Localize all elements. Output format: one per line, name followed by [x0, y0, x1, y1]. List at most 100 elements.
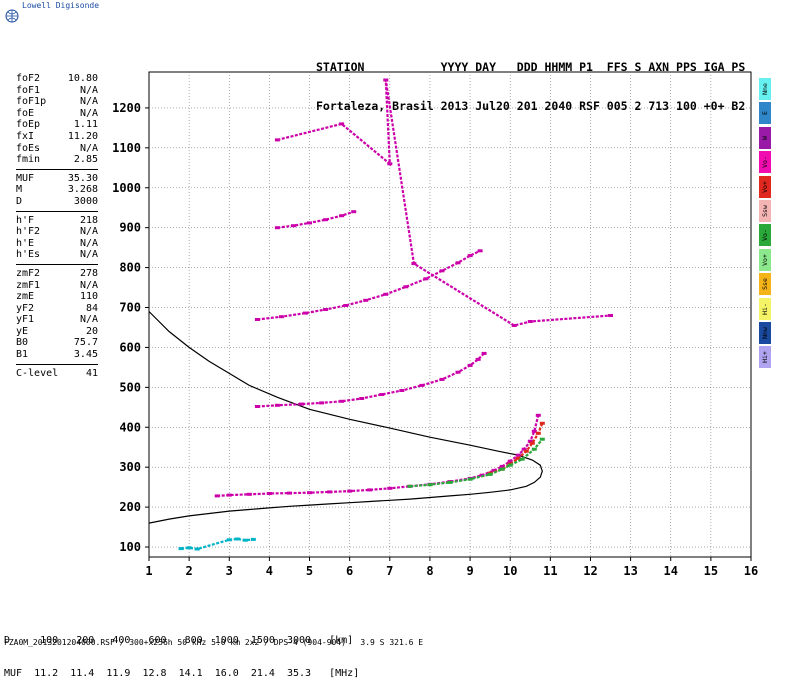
- parameter-value: 84: [85, 302, 98, 314]
- legend-swatch: E: [759, 102, 771, 125]
- echo-point: [467, 254, 473, 258]
- echo-point: [419, 383, 425, 387]
- parameter-row: D 3000: [16, 196, 98, 208]
- echo-point: [299, 402, 304, 406]
- echo-point: [499, 467, 505, 471]
- parameter-value: 1.11: [73, 119, 98, 131]
- parameter-row: foF2 10.80: [16, 73, 98, 85]
- parameter-value: 75.7: [73, 337, 98, 349]
- legend-label: Ssw: [761, 205, 769, 217]
- parameter-label: fxI: [16, 130, 35, 142]
- parameter-value: 2.85: [73, 154, 98, 166]
- ionogram-chart: 1 2 3 4 5 6 7 8 9 10 11 12 13 14 15 1610020030040050060…: [112, 71, 758, 578]
- legend-label: Sse: [761, 278, 769, 290]
- parameter-value: N/A: [79, 226, 98, 238]
- parameter-value: 3.268: [67, 184, 98, 196]
- legend-swatch: Sse: [759, 273, 771, 296]
- x-tick-label: 10: [503, 564, 517, 578]
- parameter-label: h'F2: [16, 226, 41, 238]
- echo-point: [447, 480, 453, 484]
- echo-point: [423, 277, 429, 281]
- parameter-row: foF1p N/A: [16, 96, 98, 108]
- parameter-row: M 3.268: [16, 184, 98, 196]
- legend-label: Vo-: [761, 156, 769, 169]
- parameter-row: B1 3.45: [16, 349, 98, 361]
- legend-swatch: Hi-: [759, 297, 771, 320]
- parameter-value: 41: [85, 367, 98, 379]
- parameter-value: 35.30: [67, 172, 98, 184]
- echo-trace: [180, 537, 254, 551]
- echo-point: [186, 546, 192, 550]
- parameter-label: foF1: [16, 84, 41, 96]
- echo-point: [403, 285, 409, 289]
- y-tick-label: 300: [119, 460, 141, 474]
- x-tick-label: 2: [186, 564, 193, 578]
- ionospheric-parameters-panel: foF2 10.80 foF1 N/A foF1p N/A foE N/A foEp 1.11 fx…: [16, 73, 98, 379]
- parameter-value: 3.45: [73, 349, 98, 361]
- parameter-label: yF1: [16, 314, 35, 326]
- parameter-row: B0 75.7: [16, 337, 98, 349]
- parameter-row: foE N/A: [16, 108, 98, 120]
- parameter-label: yE: [16, 325, 29, 337]
- brand-label: Lowell Digisonde: [22, 1, 100, 10]
- x-tick-label: 16: [744, 564, 758, 578]
- electron-density-profile-curve: [148, 311, 543, 524]
- echo-point: [511, 324, 517, 327]
- y-tick-label: 200: [119, 500, 141, 514]
- legend-swatch: Vo-: [759, 151, 771, 174]
- station-header: STATION YYYY DAY DDD HHMM P1 FFS S AXN P…: [316, 35, 745, 126]
- legend-label: Vo-: [761, 229, 769, 242]
- parameter-label: B1: [16, 349, 29, 361]
- parameter-label: B0: [16, 337, 29, 349]
- echo-point: [379, 393, 385, 396]
- parameter-row: h'F2 N/A: [16, 226, 98, 238]
- parameter-label: M: [16, 184, 23, 196]
- y-tick-label: 500: [119, 380, 141, 394]
- parameter-label: foF1p: [16, 96, 47, 108]
- legend-label: Nne: [761, 83, 769, 95]
- parameter-label: foF2: [16, 73, 41, 84]
- parameter-value: N/A: [79, 107, 98, 119]
- parameter-label: zmF2: [16, 267, 41, 279]
- x-tick-label: 7: [386, 564, 393, 578]
- parameter-label: h'Es: [16, 249, 41, 261]
- echo-point: [539, 421, 545, 425]
- x-tick-label: 13: [623, 564, 637, 578]
- header-values: Fortaleza, Brasil 2013 Jul20 201 2040 RS…: [316, 99, 746, 113]
- y-tick-label: 800: [119, 261, 141, 275]
- legend-swatch: Vo+: [759, 248, 771, 271]
- parameter-row: C-level 41: [16, 368, 98, 380]
- echo-point: [226, 493, 232, 497]
- echo-point: [339, 122, 345, 126]
- parameter-row: yF1 N/A: [16, 314, 98, 326]
- parameter-value: 10.80: [67, 73, 98, 84]
- legend-label: E: [761, 111, 769, 116]
- file-info-footer: FZA0M_2013201204000.RSF / 300+x256h 50 k…: [4, 638, 424, 647]
- echo-point: [323, 218, 329, 222]
- legend-label: Vo+: [761, 180, 769, 193]
- echo-point: [531, 429, 537, 433]
- parameter-row: fmin 2.85: [16, 154, 98, 166]
- parameter-value: 11.20: [67, 130, 98, 142]
- echo-point: [303, 311, 308, 315]
- parameter-separator: [16, 168, 98, 170]
- x-tick-label: 8: [426, 564, 433, 578]
- legend-panel: Nne E W Vo- Vo+ Ssw Vo- Vo+ Sse Hi- Nnw Hi+: [759, 78, 771, 371]
- parameter-label: zmF1: [16, 279, 41, 291]
- parameter-row: h'Es N/A: [16, 249, 98, 261]
- echo-point: [481, 351, 487, 355]
- x-tick-label: 3: [226, 564, 233, 578]
- parameter-row: zmE 110: [16, 291, 98, 303]
- parameter-value: 3000: [73, 195, 98, 207]
- parameter-label: h'E: [16, 237, 35, 249]
- parameter-row: foEp 1.11: [16, 119, 98, 131]
- parameter-value: N/A: [79, 249, 98, 261]
- parameter-value: 278: [79, 267, 98, 279]
- parameter-label: h'F: [16, 214, 35, 226]
- echo-trace: [277, 79, 611, 327]
- parameter-label: D: [16, 195, 23, 207]
- legend-swatch: Vo-: [759, 224, 771, 247]
- x-tick-label: 9: [466, 564, 473, 578]
- x-tick-label: 14: [664, 564, 678, 578]
- parameter-row: zmF2 278: [16, 268, 98, 280]
